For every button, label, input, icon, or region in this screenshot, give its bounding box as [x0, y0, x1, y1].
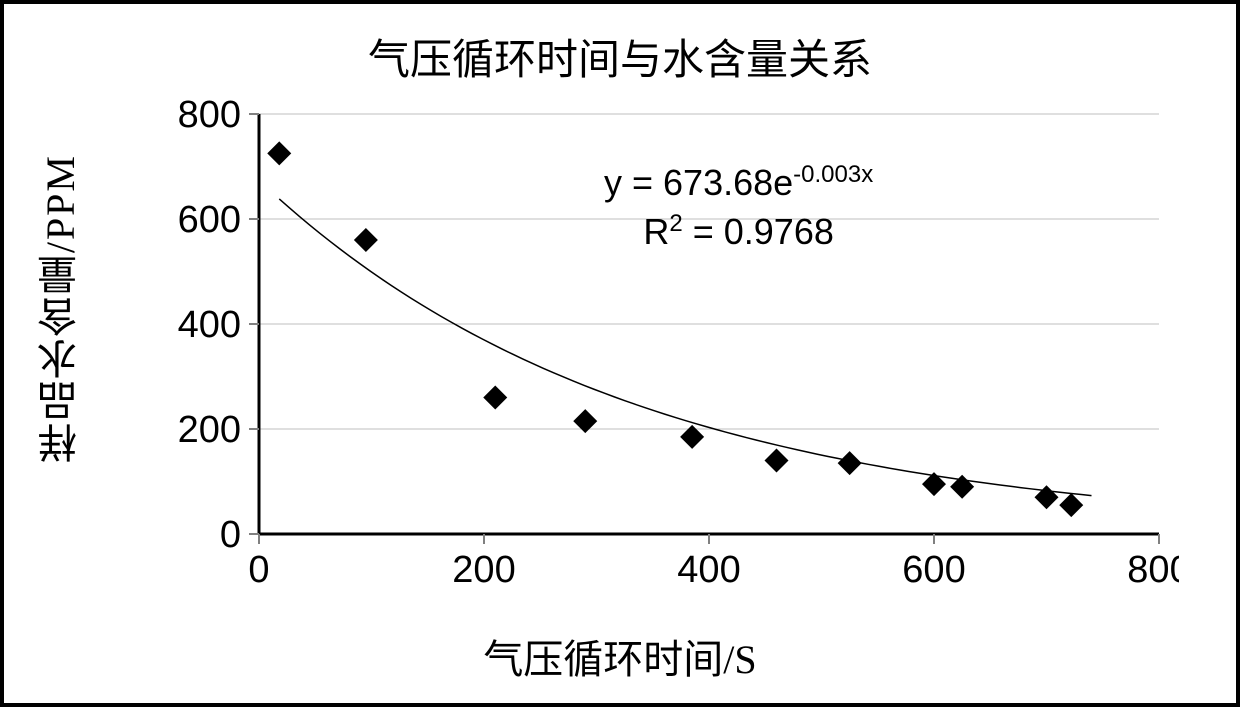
svg-text:800: 800	[178, 94, 241, 136]
svg-text:200: 200	[452, 549, 515, 591]
svg-text:600: 600	[902, 549, 965, 591]
chart-title: 气压循环时间与水含量关系	[4, 26, 1236, 87]
trend-equation: y = 673.68e-0.003x R2 = 0.9768	[604, 159, 873, 256]
y-axis-label: 样品水含量/PPM	[32, 154, 74, 463]
svg-text:400: 400	[178, 304, 241, 346]
chart-container: 气压循环时间与水含量关系 样品水含量/PPM 0 200 400 600 800 0 200…	[0, 0, 1240, 707]
svg-text:0: 0	[248, 549, 269, 591]
equation-line: y = 673.68e-0.003x	[604, 159, 873, 208]
svg-text:200: 200	[178, 409, 241, 451]
x-axis-label: 气压循环时间/S	[4, 627, 1236, 685]
svg-text:800: 800	[1127, 549, 1179, 591]
svg-text:600: 600	[178, 199, 241, 241]
svg-text:0: 0	[220, 514, 241, 556]
svg-text:400: 400	[677, 549, 740, 591]
r-squared-line: R2 = 0.9768	[604, 208, 873, 257]
